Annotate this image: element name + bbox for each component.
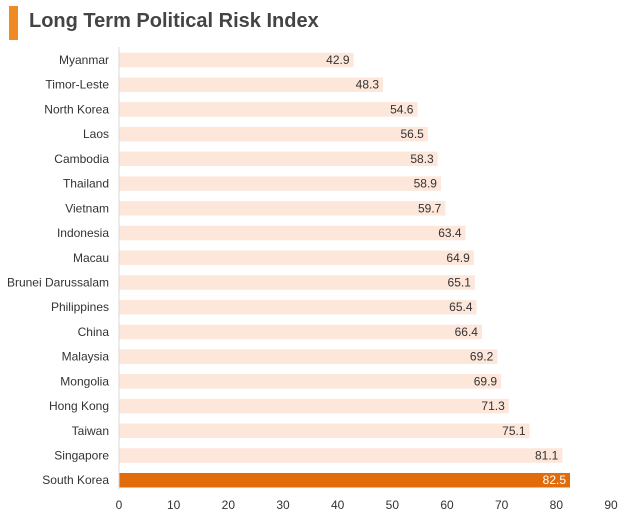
chart-title: Long Term Political Risk Index (29, 10, 319, 32)
category-label: Mongolia (60, 374, 109, 388)
value-label: 56.5 (401, 127, 425, 141)
bar-thailand (119, 176, 441, 191)
x-tick-label: 50 (386, 498, 400, 512)
value-label: 48.3 (356, 78, 380, 92)
x-tick-label: 60 (440, 498, 454, 512)
bar-cambodia (119, 151, 438, 167)
category-label: Indonesia (57, 226, 109, 240)
bar-taiwan (119, 423, 530, 439)
value-label: 69.9 (474, 374, 498, 388)
category-label: Malaysia (62, 350, 110, 364)
value-label: 75.1 (502, 424, 526, 438)
category-label: South Korea (42, 473, 109, 487)
category-label: Philippines (51, 300, 109, 314)
value-label: 81.1 (535, 449, 559, 463)
category-labels-group: Myanmar Timor-Leste North Korea Laos Cambodi… (7, 53, 109, 487)
x-tick-label: 90 (604, 498, 618, 512)
bar-mongolia (119, 374, 502, 389)
category-label: Myanmar (59, 53, 109, 67)
value-label: 64.9 (446, 251, 470, 265)
value-label: 71.3 (481, 399, 505, 413)
value-label: 58.9 (414, 177, 438, 191)
value-label: 65.4 (449, 300, 473, 314)
value-label: 54.6 (390, 102, 414, 116)
x-tick-label: 20 (222, 498, 236, 512)
bar-laos (119, 126, 428, 142)
x-tick-label: 10 (167, 498, 181, 512)
category-label: Timor-Leste (45, 78, 109, 92)
value-label: 69.2 (470, 350, 494, 364)
bar-china (119, 324, 482, 340)
category-label: Taiwan (72, 424, 109, 438)
category-label: Thailand (63, 177, 109, 191)
category-label: Hong Kong (49, 399, 109, 413)
bars-group (119, 52, 570, 488)
bar-macau (119, 250, 474, 266)
bar-north-korea (119, 102, 418, 117)
bar-hong-kong (119, 398, 509, 414)
bar-south-korea (119, 472, 570, 488)
bar-philippines (119, 299, 477, 315)
category-label: Brunei Darussalam (7, 275, 109, 289)
x-tick-label: 80 (550, 498, 564, 512)
bar-vietnam (119, 201, 446, 216)
bar-malaysia (119, 349, 498, 364)
bar-indonesia (119, 225, 466, 241)
x-tick-labels-group: 0 10 20 30 40 50 60 70 80 90 (116, 498, 618, 512)
category-label: China (78, 325, 110, 339)
value-label: 66.4 (455, 325, 479, 339)
value-label: 59.7 (418, 201, 442, 215)
x-tick-label: 40 (331, 498, 345, 512)
category-label: Laos (83, 127, 109, 141)
x-tick-label: 70 (495, 498, 509, 512)
value-label: 42.9 (326, 53, 350, 67)
value-label: 65.1 (448, 275, 472, 289)
title-accent-bar (9, 6, 18, 40)
bar-brunei-darussalam (119, 275, 475, 290)
value-labels-group: 42.9 48.3 54.6 56.5 58.3 58.9 59.7 63.4 64.9 65.1… (326, 53, 566, 487)
category-label: Cambodia (54, 152, 109, 166)
category-label: Macau (73, 251, 109, 265)
value-label: 58.3 (410, 152, 434, 166)
bar-myanmar (119, 52, 354, 68)
value-label: 63.4 (438, 226, 462, 240)
value-label: 82.5 (543, 473, 567, 487)
bar-timor-leste (119, 77, 384, 92)
category-label: Vietnam (65, 201, 109, 215)
x-tick-label: 0 (116, 498, 123, 512)
category-label: Singapore (54, 449, 109, 463)
category-label: North Korea (44, 102, 109, 116)
x-tick-label: 30 (276, 498, 290, 512)
bar-singapore (119, 448, 563, 463)
